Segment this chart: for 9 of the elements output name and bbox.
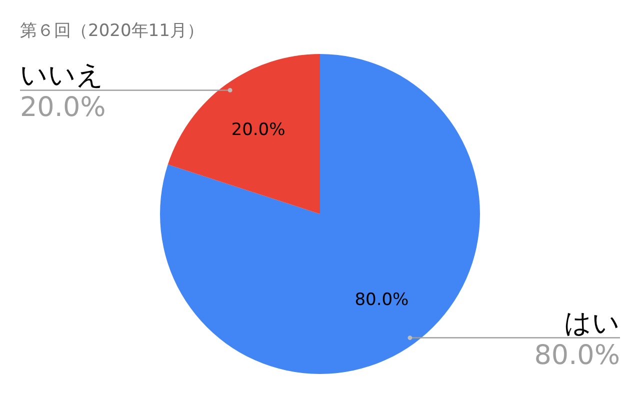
chart-title: 第６回（2020年11月） xyxy=(20,21,204,41)
pie-slice xyxy=(160,54,480,374)
text: 20.0% xyxy=(20,92,106,124)
data-label: 80.0% xyxy=(354,290,409,310)
text: 80.0% xyxy=(534,340,620,371)
pie-slice xyxy=(168,54,320,214)
slice-label: はい xyxy=(564,308,620,339)
data-label: 20.0% xyxy=(231,120,286,140)
slice-label: いいえ xyxy=(20,60,104,92)
